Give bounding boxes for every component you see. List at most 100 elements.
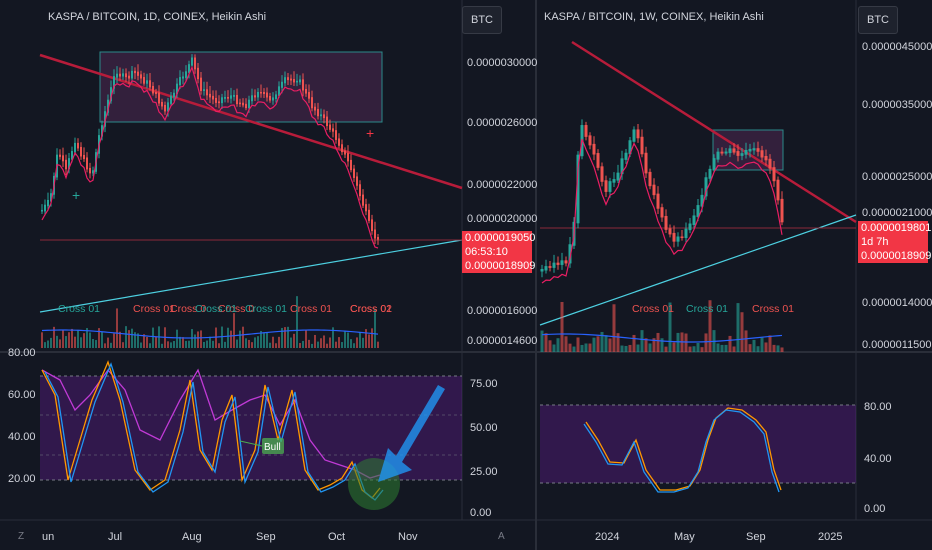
candle — [239, 102, 241, 105]
cross-label: Cross 0 — [218, 303, 254, 315]
time-axis[interactable]: un Jul Aug Sep Oct Nov 2024 May Sep 2025… — [18, 531, 842, 543]
volume-bar — [317, 341, 319, 348]
volume-bar — [152, 327, 154, 348]
candle — [80, 146, 82, 157]
volume-bar — [350, 339, 352, 348]
volume-bar — [266, 332, 268, 348]
volume-bar — [215, 327, 217, 348]
candle — [287, 77, 289, 81]
candle — [155, 91, 157, 94]
time-tick: Aug — [182, 531, 202, 543]
candle — [700, 194, 704, 207]
volume-bar — [197, 331, 199, 348]
candle — [564, 260, 568, 264]
candle — [92, 170, 94, 174]
volume-bar — [146, 336, 148, 348]
volume-bar — [212, 340, 214, 348]
candle — [648, 171, 652, 187]
right-oscillator-pane[interactable]: 80.00 40.00 0.00 — [540, 401, 892, 515]
right-price-pane[interactable]: KASPA / BITCOIN, 1W, COINEX, Heikin Ashi… — [539, 11, 857, 352]
last-price-label: 0.0000019050 — [462, 231, 535, 245]
osc-tick: 80.00 — [8, 347, 36, 359]
volume-bar — [176, 329, 178, 348]
left-price-tag: 0.0000019050 06:53:10 0.0000018909 — [462, 231, 535, 273]
cross-label: Cross 01 — [245, 303, 287, 315]
candle — [604, 180, 608, 192]
candle — [221, 97, 223, 104]
candle — [756, 148, 760, 152]
volume-bar — [53, 326, 55, 348]
volume-bar — [326, 343, 328, 348]
volume-bar — [576, 337, 580, 352]
currency-button[interactable]: BTC — [462, 6, 502, 34]
volume-bar — [143, 334, 145, 348]
right-price-axis[interactable]: 0.0000045000 0.0000035000 0.0000025000 0… — [862, 41, 932, 351]
volume-bar — [95, 340, 97, 348]
timezone-icon[interactable]: Z — [18, 531, 24, 542]
volume-bar — [257, 336, 259, 348]
left-chart-title: KASPA / BITCOIN, 1D, COINEX, Heikin Ashi — [48, 11, 266, 23]
price-tick: 0.0000030000 — [467, 57, 537, 69]
volume-bar — [62, 329, 64, 348]
volume-bar — [56, 335, 58, 348]
candle — [314, 106, 316, 111]
candle — [338, 138, 340, 146]
candle — [203, 89, 205, 91]
volume-bar — [704, 333, 708, 352]
volume-bar — [604, 335, 608, 352]
bull-label: Bull — [264, 442, 281, 453]
left-price-pane[interactable]: KASPA / BITCOIN, 1D, COINEX, Heikin Ashi… — [39, 11, 463, 348]
volume-bar — [137, 333, 139, 348]
price-tick: 0.0000026000 — [467, 117, 537, 129]
candle — [173, 92, 175, 98]
auto-scale-icon[interactable]: A — [498, 531, 505, 542]
volume-bar — [338, 337, 340, 348]
candle — [724, 151, 728, 154]
volume-bar — [341, 342, 343, 348]
volume-bar — [167, 341, 169, 348]
candle — [576, 154, 580, 224]
candle — [233, 94, 235, 97]
candle — [672, 232, 676, 242]
candle — [161, 101, 163, 107]
volume-bar — [740, 312, 744, 352]
currency-button[interactable]: BTC — [858, 6, 898, 34]
volume-bar — [200, 330, 202, 348]
price-tick: 0.0000045000 — [862, 41, 932, 53]
left-oscillator-pane[interactable]: Bull 80.00 60.00 40.00 20.00 75.00 50.00… — [8, 347, 498, 519]
candle — [89, 167, 91, 174]
volume-bar — [113, 333, 115, 348]
price-tick: 0.0000016000 — [467, 305, 537, 317]
volume-bar — [365, 329, 367, 348]
candle — [371, 219, 373, 232]
left-price-axis[interactable]: 0.0000030000 0.0000026000 0.0000022000 0… — [467, 57, 537, 347]
candle — [350, 159, 352, 171]
volume-bar — [227, 327, 229, 348]
candle — [293, 79, 295, 83]
candle — [227, 96, 229, 99]
volume-bar — [768, 335, 772, 352]
candle — [179, 77, 181, 86]
candle — [251, 95, 253, 102]
candle — [65, 159, 67, 170]
volume-bar — [254, 337, 256, 348]
candle — [732, 148, 736, 153]
candle — [86, 157, 88, 170]
volume-bar — [362, 337, 364, 348]
cross-label: Cross 01 — [752, 303, 794, 315]
volume-bar — [281, 327, 283, 348]
price-tick: 0.0000022000 — [467, 179, 537, 191]
candle — [305, 88, 307, 94]
stoch-d-line — [44, 362, 384, 501]
time-tick: un — [42, 531, 54, 543]
candle — [544, 266, 548, 271]
volume-bar — [335, 341, 337, 348]
candle — [230, 95, 232, 99]
candle — [660, 207, 664, 218]
candle — [215, 97, 217, 103]
volume-ma — [541, 333, 783, 343]
volume-bar — [732, 346, 736, 352]
volume-bar — [161, 343, 163, 348]
volume-bar — [564, 336, 568, 352]
